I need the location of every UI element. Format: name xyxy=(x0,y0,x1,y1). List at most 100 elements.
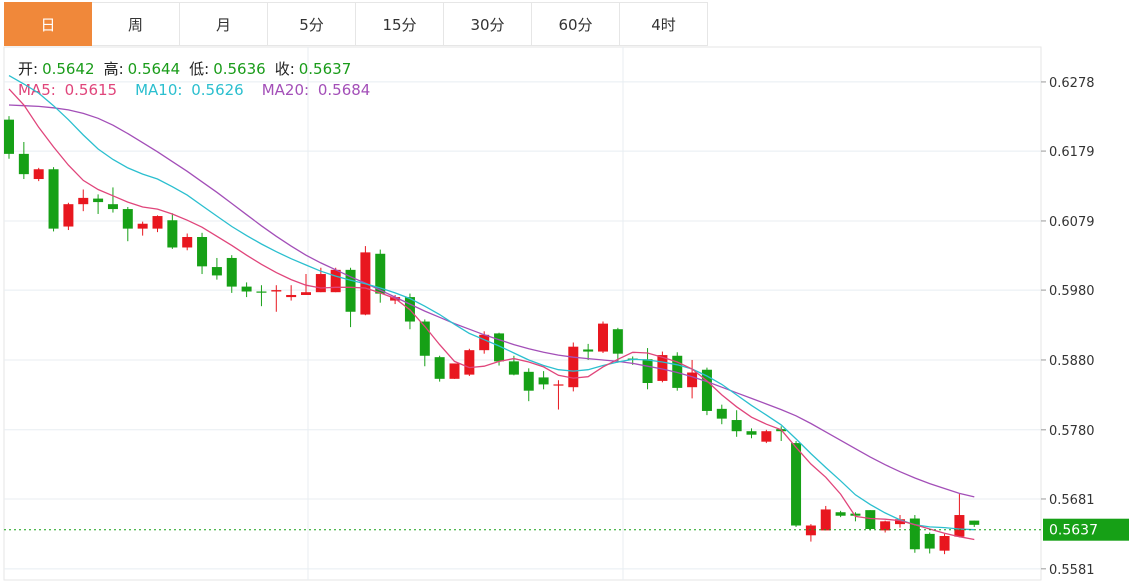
candle-body xyxy=(271,290,282,292)
candle-body xyxy=(820,509,831,531)
candle-body xyxy=(419,321,430,356)
candle-body xyxy=(479,334,490,351)
ma10-value: 0.5626 xyxy=(191,81,244,99)
tab-3[interactable]: 5分 xyxy=(268,2,356,46)
y-tick-label: 0.5780 xyxy=(1049,424,1095,439)
candle-body xyxy=(612,329,623,354)
y-tick-label: 0.6079 xyxy=(1049,215,1095,230)
candle-body xyxy=(701,369,712,411)
y-tick-label: 0.6278 xyxy=(1049,76,1095,91)
open-label: 开: xyxy=(18,60,39,78)
timeframe-tabs: 日周月 5分 15分 30分 60分 4时 xyxy=(4,2,708,46)
last-price-label: 0.5637 xyxy=(1049,523,1098,539)
candle-body xyxy=(434,357,445,379)
close-value: 0.5637 xyxy=(298,60,352,78)
candle-body xyxy=(122,209,133,229)
candle-body xyxy=(48,169,59,229)
candle-body xyxy=(583,349,594,352)
close-label: 收: xyxy=(274,60,295,78)
candle-body xyxy=(508,361,519,375)
y-tick-label: 0.5581 xyxy=(1049,563,1095,578)
tab-4[interactable]: 15分 xyxy=(356,2,444,46)
candle-body xyxy=(286,294,297,298)
candle-body xyxy=(375,253,386,294)
y-tick-label: 0.5880 xyxy=(1049,354,1095,369)
y-tick-label: 0.6179 xyxy=(1049,145,1095,160)
candle-body xyxy=(895,519,905,525)
candle-body xyxy=(494,333,505,362)
ma10-line xyxy=(8,75,975,531)
candle-body xyxy=(345,269,356,312)
tab-5[interactable]: 30分 xyxy=(444,2,532,46)
ma10-readout: MA10: 0.5626 xyxy=(135,81,248,99)
candle-body xyxy=(107,204,118,210)
candle-body xyxy=(256,291,267,293)
tab-1[interactable]: 周 xyxy=(92,2,180,46)
ma10-label: MA10: xyxy=(135,81,183,99)
candle-body xyxy=(850,513,861,516)
candle-body xyxy=(761,431,772,442)
plot-frame xyxy=(3,46,1042,581)
candle-body xyxy=(731,420,742,432)
ma20-label: MA20: xyxy=(261,81,310,99)
ohlc-readout: 开: 0.5642 高: 0.5644 低: 0.5636 收: 0.5637 xyxy=(18,58,360,79)
candle-body xyxy=(182,237,193,248)
candle-body xyxy=(18,153,29,175)
high-label: 高: xyxy=(103,60,124,78)
ma20-line xyxy=(8,104,975,498)
candle-body xyxy=(330,269,341,293)
candle-body xyxy=(835,512,846,516)
candle-body xyxy=(167,220,178,248)
candle-body xyxy=(63,204,74,227)
ma20-value: 0.5684 xyxy=(317,81,371,99)
low-value: 0.5636 xyxy=(213,60,266,78)
low-label: 低: xyxy=(189,60,210,78)
candle-body xyxy=(211,267,222,276)
candle-body xyxy=(657,355,668,381)
candle-body xyxy=(152,216,163,229)
candle-body xyxy=(954,515,965,537)
candle-body xyxy=(969,520,980,525)
ma5-line xyxy=(8,88,975,541)
candle-body xyxy=(642,359,653,384)
candle-body xyxy=(880,521,891,531)
tab-7[interactable]: 4时 xyxy=(620,2,708,46)
tab-2[interactable]: 月 xyxy=(180,2,268,46)
ma20-readout: MA20: 0.5684 xyxy=(262,81,375,99)
candle-body xyxy=(301,292,311,295)
last-price-badge xyxy=(1043,518,1129,541)
open-value: 0.5642 xyxy=(42,60,95,78)
candle-body xyxy=(523,371,534,391)
candle-body xyxy=(791,443,802,526)
candle-body xyxy=(33,169,44,180)
candle-body xyxy=(865,510,876,530)
candle-body xyxy=(568,346,579,388)
candle-body xyxy=(78,197,89,205)
y-tick-label: 0.5980 xyxy=(1049,284,1095,299)
candle-body xyxy=(464,350,475,375)
candle-body xyxy=(93,198,104,203)
high-value: 0.5644 xyxy=(127,60,181,78)
candle-body xyxy=(137,223,148,229)
candle-body xyxy=(449,363,460,379)
candle-body xyxy=(538,377,549,385)
candle-body xyxy=(226,257,237,287)
candle-body xyxy=(716,408,727,419)
candle-body xyxy=(805,525,816,536)
candle-body xyxy=(4,119,14,154)
candle-body xyxy=(924,533,935,549)
candle-body xyxy=(939,535,950,551)
ma5-value: 0.5615 xyxy=(64,81,118,99)
candle-body xyxy=(746,431,757,435)
candle-body xyxy=(598,323,608,352)
candle-body xyxy=(315,274,326,293)
tab-6[interactable]: 60分 xyxy=(532,2,620,46)
tab-0[interactable]: 日 xyxy=(4,2,92,46)
candle-body xyxy=(553,384,564,386)
candle-body xyxy=(909,518,920,550)
candle-body xyxy=(687,372,698,388)
y-tick-label: 0.5681 xyxy=(1049,493,1095,508)
candle-body xyxy=(197,237,208,267)
candle-body xyxy=(241,286,252,292)
